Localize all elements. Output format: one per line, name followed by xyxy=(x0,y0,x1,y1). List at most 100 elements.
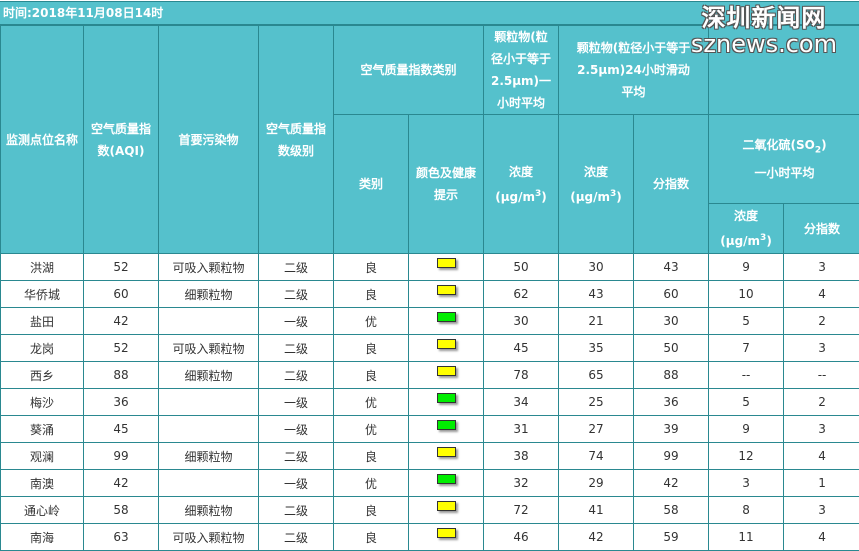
aqi-color-swatch-icon xyxy=(437,312,456,322)
cell-so2: 7 xyxy=(709,335,784,362)
color-hint-cell xyxy=(409,389,484,416)
cell-primary: 可吸入颗粒物 xyxy=(159,335,259,362)
aqi-color-swatch-icon xyxy=(437,420,456,430)
color-hint-cell xyxy=(409,443,484,470)
cell-category: 良 xyxy=(334,497,409,524)
cell-so2-idx: 3 xyxy=(784,254,859,281)
cell-aqi: 52 xyxy=(84,335,159,362)
cell-pm25-24h: 65 xyxy=(559,362,634,389)
aqi-color-swatch-icon xyxy=(437,339,456,349)
cell-aqi: 52 xyxy=(84,254,159,281)
cell-pm25-1h: 50 xyxy=(484,254,559,281)
air-quality-table: 监测点位名称 空气质量指数(AQI) 首要污染物 空气质量指数级别 空气质量指数… xyxy=(0,25,859,551)
cell-aqi: 36 xyxy=(84,389,159,416)
header-pm25-1h-conc: 浓度(μg/m3) xyxy=(484,115,559,254)
cell-aqi: 63 xyxy=(84,524,159,551)
header-aqi: 空气质量指数(AQI) xyxy=(84,26,159,254)
header-pm25-24h: 颗粒物(粒径小于等于2.5μm)24小时滑动平均 xyxy=(559,26,709,115)
aqi-color-swatch-icon xyxy=(437,528,456,538)
color-hint-cell xyxy=(409,281,484,308)
cell-aqi: 45 xyxy=(84,416,159,443)
cell-pm25-24h: 74 xyxy=(559,443,634,470)
cell-primary xyxy=(159,470,259,497)
color-hint-cell xyxy=(409,254,484,281)
cell-aqi: 60 xyxy=(84,281,159,308)
color-hint-cell xyxy=(409,308,484,335)
cell-pm25-idx: 39 xyxy=(634,416,709,443)
cell-so2-idx: 2 xyxy=(784,308,859,335)
cell-station: 华侨城 xyxy=(1,281,84,308)
cell-primary xyxy=(159,308,259,335)
cell-so2-idx: 2 xyxy=(784,389,859,416)
cell-category: 优 xyxy=(334,416,409,443)
cell-so2-idx: 4 xyxy=(784,443,859,470)
cell-pm25-24h: 35 xyxy=(559,335,634,362)
cell-primary xyxy=(159,416,259,443)
cell-pm25-24h: 42 xyxy=(559,524,634,551)
aqi-color-swatch-icon xyxy=(437,474,456,484)
cell-primary: 可吸入颗粒物 xyxy=(159,524,259,551)
cell-station: 通心岭 xyxy=(1,497,84,524)
cell-level: 二级 xyxy=(259,254,334,281)
cell-level: 一级 xyxy=(259,389,334,416)
header-pm25-1h: 颗粒物(粒径小于等于2.5μm)一小时平均 xyxy=(484,26,559,115)
cell-pm25-idx: 58 xyxy=(634,497,709,524)
color-hint-cell xyxy=(409,335,484,362)
cell-pm25-idx: 43 xyxy=(634,254,709,281)
cell-so2-idx: 3 xyxy=(784,416,859,443)
cell-pm25-idx: 59 xyxy=(634,524,709,551)
cell-level: 二级 xyxy=(259,335,334,362)
cell-primary: 可吸入颗粒物 xyxy=(159,254,259,281)
color-hint-cell xyxy=(409,416,484,443)
cell-aqi: 58 xyxy=(84,497,159,524)
cell-aqi: 88 xyxy=(84,362,159,389)
cell-so2-idx: 3 xyxy=(784,497,859,524)
cell-so2: 9 xyxy=(709,254,784,281)
cell-category: 良 xyxy=(334,254,409,281)
cell-pm25-idx: 36 xyxy=(634,389,709,416)
cell-pm25-24h: 43 xyxy=(559,281,634,308)
aqi-color-swatch-icon xyxy=(437,258,456,268)
cell-pm25-1h: 46 xyxy=(484,524,559,551)
sznews-logo: 深圳新闻网 sznews.com xyxy=(691,6,837,56)
color-hint-cell xyxy=(409,362,484,389)
cell-category: 良 xyxy=(334,524,409,551)
cell-so2-idx: -- xyxy=(784,362,859,389)
cell-so2: 11 xyxy=(709,524,784,551)
cell-aqi: 99 xyxy=(84,443,159,470)
cell-pm25-1h: 32 xyxy=(484,470,559,497)
cell-level: 二级 xyxy=(259,497,334,524)
cell-aqi: 42 xyxy=(84,308,159,335)
cell-pm25-24h: 41 xyxy=(559,497,634,524)
cell-so2: 8 xyxy=(709,497,784,524)
cell-pm25-24h: 27 xyxy=(559,416,634,443)
cell-pm25-idx: 88 xyxy=(634,362,709,389)
cell-so2-idx: 4 xyxy=(784,524,859,551)
cell-level: 二级 xyxy=(259,281,334,308)
cell-station: 西乡 xyxy=(1,362,84,389)
cell-pm25-24h: 30 xyxy=(559,254,634,281)
cell-pm25-idx: 99 xyxy=(634,443,709,470)
cell-pm25-1h: 62 xyxy=(484,281,559,308)
header-aqi-category-group: 空气质量指数类别 xyxy=(334,26,484,115)
cell-category: 良 xyxy=(334,281,409,308)
cell-so2: 12 xyxy=(709,443,784,470)
cell-so2: 10 xyxy=(709,281,784,308)
cell-primary: 细颗粒物 xyxy=(159,362,259,389)
aqi-color-swatch-icon xyxy=(437,366,456,376)
cell-pm25-idx: 60 xyxy=(634,281,709,308)
cell-so2: 5 xyxy=(709,308,784,335)
header-pm25-24h-index: 分指数 xyxy=(634,115,709,254)
cell-station: 南海 xyxy=(1,524,84,551)
header-color-hint: 颜色及健康提示 xyxy=(409,115,484,254)
cell-so2-idx: 1 xyxy=(784,470,859,497)
color-hint-cell xyxy=(409,524,484,551)
